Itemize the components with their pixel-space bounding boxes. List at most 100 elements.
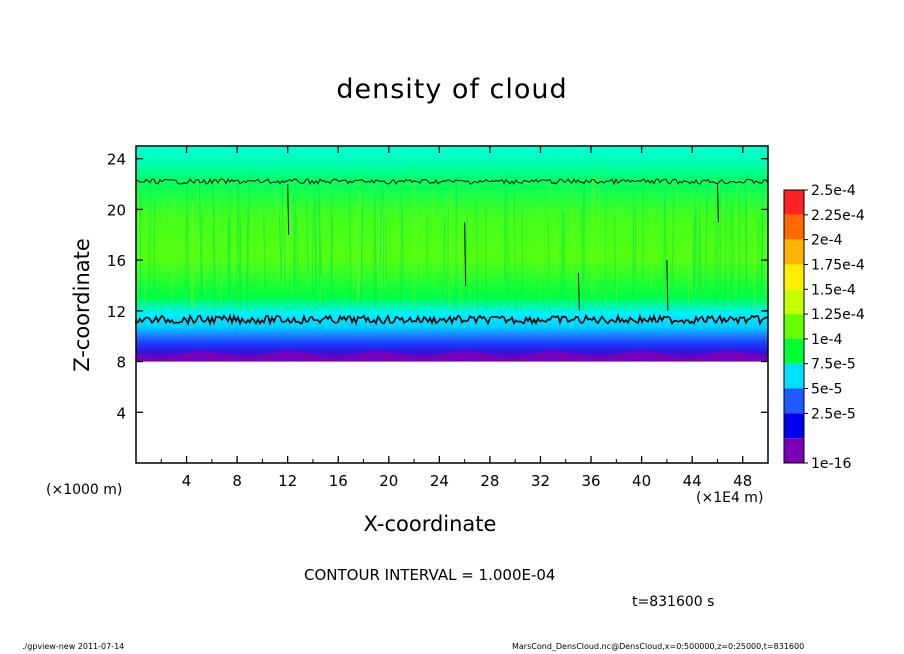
field-streak <box>616 204 618 303</box>
colorbar-label: 1e-16 <box>811 456 851 472</box>
field-streak <box>689 218 692 295</box>
field-streak <box>542 217 544 276</box>
field-streak <box>220 179 223 307</box>
x-tick-label: 4 <box>182 472 192 490</box>
contour-drip <box>464 222 467 286</box>
x-tick-label: 44 <box>683 472 702 490</box>
field-streak <box>374 195 377 308</box>
y-tick-label: 4 <box>116 404 126 422</box>
contour-line <box>135 177 769 186</box>
field-streak <box>322 191 326 275</box>
field-streak <box>583 184 586 282</box>
field-streak <box>452 214 455 287</box>
field-streak <box>735 177 738 300</box>
field-streak <box>383 184 386 285</box>
field-streak <box>148 179 152 291</box>
field-streak <box>192 201 195 310</box>
x-tick-label: 32 <box>531 472 550 490</box>
field-streak <box>246 174 250 309</box>
field-streak <box>212 181 216 311</box>
contour-lines <box>135 177 769 326</box>
cloud-region <box>136 146 768 362</box>
field-streak <box>765 220 768 311</box>
colorbar-label: 1.5e-4 <box>811 282 856 298</box>
field-streak <box>561 210 564 291</box>
field-streak <box>227 217 230 274</box>
field-streak <box>597 174 600 301</box>
field-streak <box>194 221 197 306</box>
field-streak <box>549 182 552 304</box>
chart-title: density of cloud <box>336 74 568 105</box>
field-streak <box>400 192 402 307</box>
field-streak <box>380 206 384 302</box>
field-streak <box>752 209 755 288</box>
field-streak <box>314 199 317 311</box>
cloud-base-band <box>136 350 768 362</box>
field-streak <box>506 190 510 298</box>
x-unit-right: (×1E4 m) <box>696 490 764 506</box>
field-streak <box>191 200 193 300</box>
field-streak <box>757 219 760 301</box>
field-streak <box>563 212 566 276</box>
x-tick-label: 24 <box>430 472 449 490</box>
field-streak <box>377 213 381 281</box>
field-streak <box>431 187 435 291</box>
contour-drip <box>666 260 669 311</box>
x-tick-label: 20 <box>379 472 398 490</box>
y-tick-label: 12 <box>107 303 126 321</box>
colorbar-label: 1e-4 <box>811 332 843 348</box>
field-streak <box>352 204 356 289</box>
field-streak <box>713 171 716 291</box>
field-streak <box>295 214 299 288</box>
x-tick-label: 28 <box>480 472 499 490</box>
field-streak <box>163 197 166 282</box>
y-axis-label: Z-coordinate <box>70 238 94 372</box>
field-streak <box>278 213 282 280</box>
footer-source: MarsCond_DensCloud.nc@DensCloud,x=0:5000… <box>512 642 805 651</box>
field-streak <box>282 206 286 283</box>
x-tick-label: 36 <box>581 472 600 490</box>
field-streak <box>373 203 376 306</box>
colorbar-swatch <box>784 190 804 215</box>
field-streak <box>311 210 314 298</box>
field-streak <box>761 214 764 286</box>
colorbar-frame <box>783 189 805 464</box>
field-streak <box>694 185 697 285</box>
field-streak <box>475 198 479 309</box>
field-streak <box>331 218 333 288</box>
field-streak <box>591 177 594 296</box>
field-streak <box>136 206 139 299</box>
colorbar-label: 2.25e-4 <box>811 208 865 224</box>
field-streak <box>459 202 462 310</box>
field-streak <box>469 215 472 295</box>
field-streak <box>485 205 487 310</box>
field-streak <box>214 178 217 284</box>
y-tick-label: 24 <box>107 151 126 169</box>
field-streak <box>251 207 254 279</box>
colorbar-swatch <box>784 413 804 439</box>
field-streak <box>448 193 451 310</box>
field-streak <box>671 193 675 283</box>
field-streak <box>537 203 541 301</box>
field-streak <box>731 201 735 281</box>
x-tick-label: 8 <box>232 472 242 490</box>
colorbar-label: 2e-4 <box>811 233 843 249</box>
field-streak <box>642 181 644 282</box>
field-streak <box>692 219 695 284</box>
field-streak <box>729 204 733 308</box>
contour-drip <box>577 272 580 311</box>
x-tick-label: 40 <box>632 472 651 490</box>
plot-frame <box>135 145 769 464</box>
colorbar-swatch <box>784 338 804 364</box>
colorbar-swatch <box>784 214 804 240</box>
field-streak <box>379 187 383 277</box>
contour-drip <box>716 184 719 223</box>
field-streak <box>650 207 653 290</box>
x-tick-label: 16 <box>329 472 348 490</box>
field-streak <box>553 217 557 276</box>
field-streak <box>187 212 189 309</box>
colorbar: 2.5e-4 2.25e-4 2e-4 1.75e-4 1.5e-4 1.25e-4 1e-… <box>783 183 865 472</box>
colorbar-swatch <box>784 363 804 389</box>
